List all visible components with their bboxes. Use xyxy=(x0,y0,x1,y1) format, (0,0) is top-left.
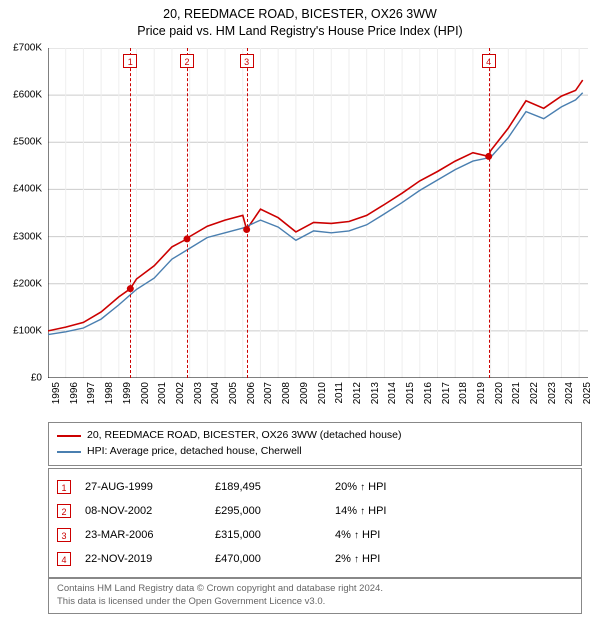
y-tick-label: £100K xyxy=(13,325,42,336)
x-tick-label: 2011 xyxy=(334,382,345,404)
x-tick-label: 2000 xyxy=(140,382,151,404)
x-tick-label: 2008 xyxy=(281,382,292,404)
legend-swatch xyxy=(57,435,81,437)
legend-label: 20, REEDMACE ROAD, BICESTER, OX26 3WW (d… xyxy=(87,428,402,444)
legend-swatch xyxy=(57,451,81,453)
x-tick-label: 2024 xyxy=(564,382,575,404)
x-tick-label: 2006 xyxy=(246,382,257,404)
sale-date: 08-NOV-2002 xyxy=(85,505,215,517)
sale-marker-number: 4 xyxy=(57,552,71,566)
sale-pct: 4% ↑ HPI xyxy=(335,529,445,541)
footer-line2: This data is licensed under the Open Gov… xyxy=(57,596,573,609)
title-line1: 20, REEDMACE ROAD, BICESTER, OX26 3WW xyxy=(0,6,600,23)
sale-marker-number: 2 xyxy=(57,504,71,518)
sale-marker-vline xyxy=(247,48,248,378)
x-tick-label: 2005 xyxy=(228,382,239,404)
x-axis-labels: 1995 1996 1997 1998 1999 2000 2001 2002 2003 2004… xyxy=(48,380,588,420)
sale-marker-box: 3 xyxy=(240,54,254,68)
legend-item: HPI: Average price, detached house, Cher… xyxy=(57,444,573,460)
footer-attribution: Contains HM Land Registry data © Crown c… xyxy=(48,578,582,614)
sale-pct: 20% ↑ HPI xyxy=(335,481,445,493)
sales-row: 4 22-NOV-2019£470,0002% ↑ HPI xyxy=(57,547,573,571)
footer-line1: Contains HM Land Registry data © Crown c… xyxy=(57,583,573,596)
sale-marker-box: 2 xyxy=(180,54,194,68)
y-tick-label: £400K xyxy=(13,184,42,195)
sales-row: 2 08-NOV-2002£295,00014% ↑ HPI xyxy=(57,499,573,523)
x-tick-label: 2021 xyxy=(511,382,522,404)
x-tick-label: 2013 xyxy=(370,382,381,404)
x-tick-label: 2003 xyxy=(193,382,204,404)
x-tick-label: 2022 xyxy=(529,382,540,404)
x-tick-label: 1999 xyxy=(122,382,133,404)
legend-label: HPI: Average price, detached house, Cher… xyxy=(87,444,302,460)
x-tick-label: 2012 xyxy=(352,382,363,404)
x-tick-label: 2007 xyxy=(263,382,274,404)
x-tick-label: 2017 xyxy=(441,382,452,404)
sale-price: £470,000 xyxy=(215,553,335,565)
x-tick-label: 2014 xyxy=(387,382,398,404)
sale-pct: 2% ↑ HPI xyxy=(335,553,445,565)
x-tick-label: 2015 xyxy=(405,382,416,404)
y-tick-label: £700K xyxy=(13,43,42,54)
x-tick-label: 2001 xyxy=(157,382,168,404)
x-tick-label: 2019 xyxy=(476,382,487,404)
sale-price: £189,495 xyxy=(215,481,335,493)
x-tick-label: 2002 xyxy=(175,382,186,404)
x-tick-label: 2025 xyxy=(582,382,593,404)
x-tick-label: 2020 xyxy=(494,382,505,404)
sale-date: 27-AUG-1999 xyxy=(85,481,215,493)
sale-marker-box: 4 xyxy=(482,54,496,68)
x-tick-label: 2004 xyxy=(210,382,221,404)
sale-date: 22-NOV-2019 xyxy=(85,553,215,565)
y-tick-label: £500K xyxy=(13,137,42,148)
y-tick-label: £300K xyxy=(13,231,42,242)
chart-plot-area: 1 2 3 4 xyxy=(48,48,588,378)
sale-marker-vline xyxy=(187,48,188,378)
x-tick-label: 1996 xyxy=(69,382,80,404)
legend: 20, REEDMACE ROAD, BICESTER, OX26 3WW (d… xyxy=(48,422,582,466)
y-axis-labels: £0£100K£200K£300K£400K£500K£600K£700K xyxy=(0,48,44,378)
sale-marker-number: 1 xyxy=(57,480,71,494)
sale-marker-box: 1 xyxy=(123,54,137,68)
x-tick-label: 2016 xyxy=(423,382,434,404)
sale-marker-number: 3 xyxy=(57,528,71,542)
chart-title: 20, REEDMACE ROAD, BICESTER, OX26 3WW Pr… xyxy=(0,0,600,40)
x-tick-label: 1997 xyxy=(86,382,97,404)
x-tick-label: 2010 xyxy=(317,382,328,404)
sale-marker-vline xyxy=(130,48,131,378)
sales-row: 3 23-MAR-2006£315,0004% ↑ HPI xyxy=(57,523,573,547)
y-tick-label: £600K xyxy=(13,90,42,101)
sale-price: £295,000 xyxy=(215,505,335,517)
sales-table: 1 27-AUG-1999£189,49520% ↑ HPI 2 08-NOV-200… xyxy=(48,468,582,578)
sales-row: 1 27-AUG-1999£189,49520% ↑ HPI xyxy=(57,475,573,499)
x-tick-label: 2009 xyxy=(299,382,310,404)
sale-marker-vline xyxy=(489,48,490,378)
chart-svg xyxy=(48,48,588,378)
sale-pct: 14% ↑ HPI xyxy=(335,505,445,517)
sale-date: 23-MAR-2006 xyxy=(85,529,215,541)
sale-price: £315,000 xyxy=(215,529,335,541)
y-tick-label: £200K xyxy=(13,278,42,289)
legend-item: 20, REEDMACE ROAD, BICESTER, OX26 3WW (d… xyxy=(57,428,573,444)
x-tick-label: 1998 xyxy=(104,382,115,404)
x-tick-label: 2023 xyxy=(547,382,558,404)
title-line2: Price paid vs. HM Land Registry's House … xyxy=(0,23,600,40)
y-tick-label: £0 xyxy=(31,373,42,384)
x-tick-label: 2018 xyxy=(458,382,469,404)
x-tick-label: 1995 xyxy=(51,382,62,404)
